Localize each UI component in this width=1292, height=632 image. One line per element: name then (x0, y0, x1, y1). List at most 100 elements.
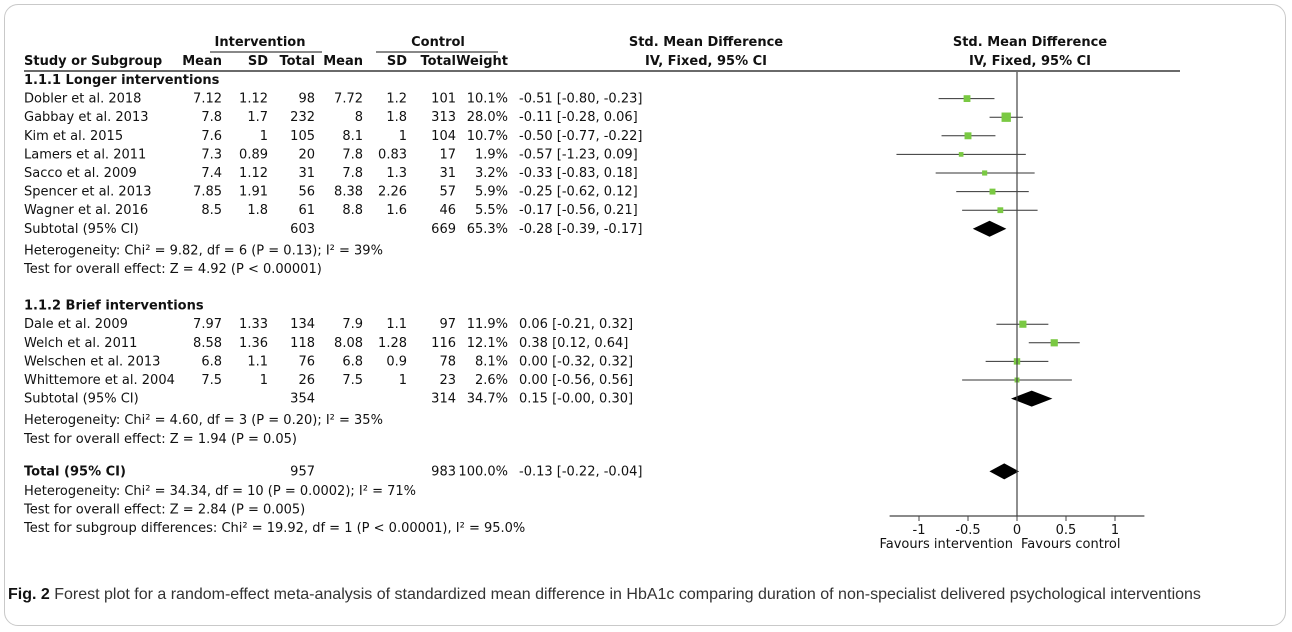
subtotal-label: Subtotal (95% CI) (24, 222, 139, 237)
cell-c-sd: 1.28 (378, 336, 407, 351)
cell-i-mean: 7.3 (201, 147, 222, 162)
total-ci-text: -0.13 [-0.22, -0.04] (519, 464, 642, 479)
cell-c-sd: 0.9 (386, 354, 407, 369)
cell-c-sd: 1.1 (386, 317, 407, 332)
cell-i-mean: 7.12 (193, 92, 222, 107)
cell-c-mean: 6.8 (342, 354, 363, 369)
effect-point (1019, 321, 1026, 328)
subgroup-title: 1.1.1 Longer interventions (24, 73, 220, 88)
cell-c-total: 31 (439, 166, 456, 181)
cell-c-total: 57 (439, 185, 456, 200)
cell-i-total: 134 (290, 317, 315, 332)
study-ci-text: -0.57 [-1.23, 0.09] (519, 147, 638, 162)
study-ci-text: 0.38 [0.12, 0.64] (519, 336, 628, 351)
effect-point (990, 189, 996, 195)
x-axis: -1 -0.5 0 0.5 1 Favours intervention Favours c… (879, 72, 1144, 552)
study-name: Sacco et al. 2009 (24, 166, 137, 181)
cell-c-mean: 8.1 (342, 129, 363, 144)
caption-fig-label: Fig. 2 (8, 586, 50, 603)
study-name: Welch et al. 2011 (24, 336, 137, 351)
caption-text: Forest plot for a random-effect meta-ana… (54, 586, 1201, 603)
cell-i-mean: 6.8 (201, 354, 222, 369)
total-heterogeneity: Heterogeneity: Chi² = 34.34, df = 10 (P … (24, 484, 416, 499)
cell-c-mean: 7.5 (342, 373, 363, 388)
total-weight: 100.0% (458, 464, 508, 479)
effect-point (1002, 113, 1011, 122)
cell-c-sd: 1.2 (386, 92, 407, 107)
c-mean-header: Mean (323, 54, 363, 69)
cell-i-mean: 7.8 (201, 110, 222, 125)
cell-c-sd: 2.26 (378, 185, 407, 200)
cell-c-mean: 7.8 (342, 166, 363, 181)
cell-i-total: 20 (298, 147, 315, 162)
axis-tick-label: -0.5 (955, 523, 980, 538)
c-total-header: Total (420, 54, 456, 69)
subtotal-c-total: 669 (431, 222, 456, 237)
axis-tick-label: 1 (1111, 523, 1119, 538)
cell-weight: 5.5% (475, 203, 508, 218)
cell-i-total: 61 (298, 203, 315, 218)
cell-c-mean: 8.38 (334, 185, 363, 200)
study-ci-text: 0.00 [-0.56, 0.56] (519, 373, 633, 388)
cell-i-total: 232 (290, 110, 315, 125)
total-i-total: 957 (290, 464, 315, 479)
cell-i-sd: 1 (260, 373, 268, 388)
cell-c-mean: 7.9 (342, 317, 363, 332)
cell-i-total: 76 (298, 354, 315, 369)
cell-c-total: 116 (431, 336, 456, 351)
subgroup-heterogeneity: Heterogeneity: Chi² = 4.60, df = 3 (P = … (24, 413, 383, 428)
cell-c-mean: 8.08 (334, 336, 363, 351)
cell-i-total: 31 (298, 166, 315, 181)
subgroup-differences: Test for subgroup differences: Chi² = 19… (23, 521, 525, 536)
subtotal-label: Subtotal (95% CI) (24, 392, 139, 407)
cell-c-mean: 8 (355, 110, 363, 125)
study-ci-text: -0.11 [-0.28, 0.06] (519, 110, 638, 125)
cell-i-sd: 1 (260, 129, 268, 144)
favours-control-label: Favours control (1021, 537, 1120, 552)
cell-c-total: 23 (439, 373, 456, 388)
study-name: Welschen et al. 2013 (24, 354, 160, 369)
cell-i-sd: 1.12 (239, 166, 268, 181)
study-ci-text: -0.25 [-0.62, 0.12] (519, 185, 638, 200)
cell-weight: 1.9% (475, 147, 508, 162)
study-ci-text: -0.51 [-0.80, -0.23] (519, 92, 642, 107)
cell-i-mean: 7.4 (201, 166, 222, 181)
effect-point (959, 152, 964, 157)
cell-weight: 11.9% (467, 317, 508, 332)
cell-i-sd: 1.8 (247, 203, 268, 218)
subtotal-weight: 34.7% (467, 392, 508, 407)
subtotal-diamond (973, 221, 1007, 237)
subgroup-overall-effect: Test for overall effect: Z = 4.92 (P < 0… (23, 262, 322, 277)
cell-weight: 10.1% (467, 92, 508, 107)
cell-c-total: 313 (431, 110, 456, 125)
cell-weight: 8.1% (475, 354, 508, 369)
cell-c-sd: 1 (399, 129, 407, 144)
cell-weight: 10.7% (467, 129, 508, 144)
axis-tick-label: 0 (1013, 523, 1021, 538)
cell-i-sd: 0.89 (239, 147, 268, 162)
effect-point (997, 207, 1003, 213)
cell-c-total: 78 (439, 354, 456, 369)
cell-weight: 5.9% (475, 185, 508, 200)
study-name: Spencer et al. 2013 (24, 185, 152, 200)
cell-weight: 12.1% (467, 336, 508, 351)
study-name: Dale et al. 2009 (24, 317, 128, 332)
cell-c-mean: 7.8 (342, 147, 363, 162)
i-mean-header: Mean (182, 54, 222, 69)
subtotal-ci-text: -0.28 [-0.39, -0.17] (519, 222, 642, 237)
cell-i-mean: 7.85 (193, 185, 222, 200)
subtotal-i-total: 603 (290, 222, 315, 237)
subtotal-c-total: 314 (431, 392, 456, 407)
subgroup-title: 1.1.2 Brief interventions (24, 299, 204, 314)
total-diamond (989, 463, 1019, 479)
study-name: Kim et al. 2015 (24, 129, 123, 144)
i-total-header: Total (279, 54, 315, 69)
cell-i-total: 118 (290, 336, 315, 351)
cell-i-sd: 1.91 (239, 185, 268, 200)
effect-point (1051, 339, 1058, 346)
effect-point (982, 170, 987, 175)
subgroup-heterogeneity: Heterogeneity: Chi² = 9.82, df = 6 (P = … (24, 243, 383, 258)
i-sd-header: SD (248, 54, 268, 69)
study-ci-text: 0.06 [-0.21, 0.32] (519, 317, 633, 332)
